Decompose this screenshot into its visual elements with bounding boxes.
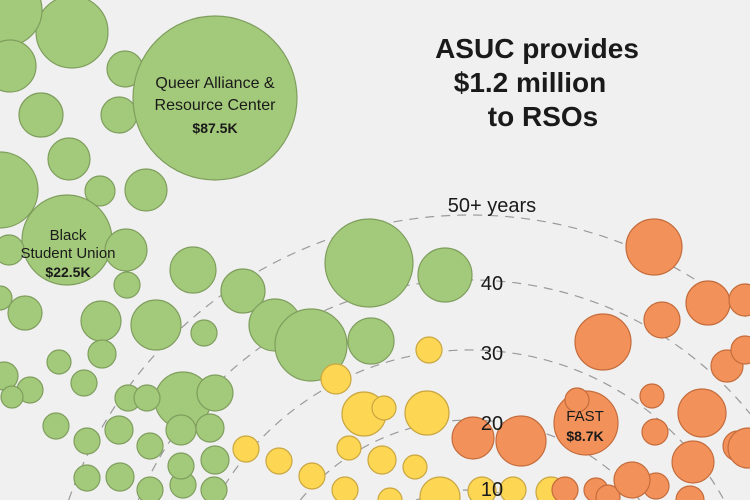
chart-title: ASUC provides $1.2 million to RSOs [400, 32, 660, 134]
bubble-green [169, 246, 217, 294]
bubble-yellow [419, 476, 461, 500]
bubble-orange [728, 283, 750, 317]
bubble-green [196, 374, 234, 412]
bubble-yellow [377, 487, 403, 500]
bubble-green [113, 271, 141, 299]
ring-label-40: 40 [481, 273, 503, 295]
bubble-yellow [402, 454, 428, 480]
bubble-yellow [336, 435, 362, 461]
bubble-orange [451, 416, 495, 460]
bubble-orange [643, 301, 681, 339]
bubble-orange [595, 484, 621, 500]
bubble-green [200, 445, 230, 475]
bubble-green [70, 369, 98, 397]
bubble-orange [564, 387, 590, 413]
bubble-green [133, 384, 161, 412]
bubble-yellow [367, 445, 397, 475]
bubble-green [0, 385, 24, 409]
ring-label-10: 10 [481, 479, 503, 500]
bubble-yellow [265, 447, 293, 475]
bubble-yellow [232, 435, 260, 463]
bubble-green [18, 92, 64, 138]
bubble-green [84, 175, 116, 207]
bubble-orange [675, 485, 705, 500]
title-line-1: ASUC provides [435, 33, 639, 64]
bubble-green [100, 96, 138, 134]
bubble-orange [727, 427, 750, 469]
bubble-green [0, 0, 43, 47]
ring-label-20: 20 [481, 413, 503, 435]
bubble-orange [639, 383, 665, 409]
bubble-yellow [320, 363, 352, 395]
ring-label-50: 50+ years [448, 195, 536, 217]
bubble-green [73, 464, 101, 492]
bubble-green [42, 412, 70, 440]
bubble-label-amount: $87.5K [192, 120, 237, 136]
year-ring-30 [215, 349, 725, 500]
bubble-green [0, 234, 25, 266]
bubble-yellow [331, 476, 359, 500]
bubble-green [104, 228, 148, 272]
bubble-green [132, 15, 298, 181]
bubble-orange [641, 418, 669, 446]
bubble-green [136, 432, 164, 460]
bubble-green [195, 413, 225, 443]
bubble-green [80, 300, 122, 342]
bubble-yellow [298, 462, 326, 490]
bubble-green [165, 414, 197, 446]
bubble-green [167, 452, 195, 480]
ring-label-30: 30 [481, 343, 503, 365]
bubble-green [46, 349, 72, 375]
bubble-yellow [371, 395, 397, 421]
bubble-green [124, 168, 168, 212]
bubble-green [417, 247, 473, 303]
bubble-label-name: Queer Alliance & [155, 75, 275, 92]
bubble-green [104, 415, 134, 445]
bubble-green [47, 137, 91, 181]
bubble-label-amount: $8.7K [566, 428, 603, 444]
bubble-green [324, 218, 414, 308]
bubble-orange [495, 415, 547, 467]
bubble-label-amount: $22.5K [45, 264, 90, 280]
bubble-yellow [499, 476, 527, 500]
bubble-green [0, 151, 39, 229]
bubble-label-name: Student Union [20, 245, 115, 262]
bubble-green [136, 476, 164, 500]
title-line-2: $1.2 million [453, 67, 607, 98]
bubble-green [130, 299, 182, 351]
bubble-orange [613, 461, 651, 499]
bubble-green [190, 319, 218, 347]
bubble-yellow [415, 336, 443, 364]
bubble-labels: Queer Alliance & Resource Center $87.5K Bla… [20, 75, 603, 444]
bubble-orange [730, 335, 750, 365]
bubble-label-name: FAST [566, 408, 604, 425]
bubble-orange [625, 218, 683, 276]
bubble-green [274, 308, 348, 382]
bubble-label-name: Black [50, 227, 87, 244]
bubble-orange [574, 313, 632, 371]
bubble-green [200, 476, 228, 500]
bubble-green [0, 285, 13, 311]
bubble-orange [685, 280, 731, 326]
bubble-green [105, 462, 135, 492]
bubble-yellow [467, 476, 497, 500]
bubble-yellow [404, 390, 450, 436]
bubble-orange [551, 476, 579, 500]
bubble-green [7, 295, 43, 331]
title-line-3: to RSOs [487, 101, 599, 132]
bubble-green [220, 268, 266, 314]
ring-labels: 50+ years 40 30 20 10 [448, 195, 536, 500]
bubble-green [0, 39, 37, 93]
bubble-green [73, 427, 101, 455]
bubble-green [35, 0, 109, 69]
bubble-green [87, 339, 117, 369]
bubble-green [347, 317, 395, 365]
bubble-label-name: Resource Center [155, 97, 277, 114]
bubble-orange [677, 388, 727, 438]
bubble-orange [671, 440, 715, 484]
